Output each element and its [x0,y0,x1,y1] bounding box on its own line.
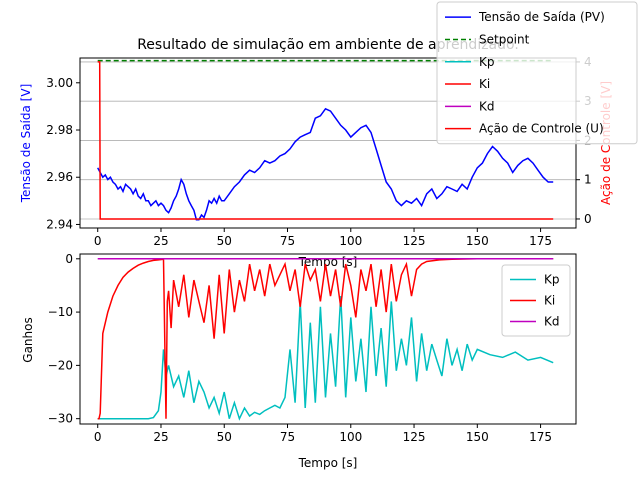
bottom-x-ticks: 0 25 50 75 100 125 150 175 [94,424,552,444]
y-tick-label: 2.94 [46,217,73,231]
legend-label: Ação de Controle (U) [479,122,604,136]
bottom-series [97,258,554,421]
bottom-legend: Kp Ki Kd [501,264,571,337]
x-tick-label: 150 [466,234,489,248]
x-tick-label: 175 [529,234,552,248]
y-tick-label-right: 0 [584,212,592,226]
x-tick-label: 125 [403,430,426,444]
x-tick-label: 150 [466,430,489,444]
y-tick-label: 3.00 [46,76,73,90]
series-line-a-o-de-controle-u- [97,61,554,220]
top-y-ticks: 2.94 2.96 2.98 3.00 [46,76,80,231]
bottom-y-ticks: 0 −10 −20 −30 [48,252,80,426]
x-tick-label: 75 [280,234,295,248]
legend-label: Kd [544,315,560,329]
top-chart-title: Resultado de simulação em ambiente de ap… [137,37,519,53]
y-tick-label: 2.96 [46,170,73,184]
x-tick-label: 75 [280,430,295,444]
y-tick-label: 2.98 [46,123,73,137]
x-tick-label: 100 [339,430,362,444]
legend-box [436,1,638,145]
legend-label: Kp [544,273,560,287]
series-line-tens-o-de-sa-da-pv- [97,107,554,221]
legend-label: Kp [479,55,495,69]
series-line-ki [97,258,554,420]
bottom-axes-frame [79,253,577,425]
x-tick-label: 50 [217,430,232,444]
top-x-ticks: 0 25 50 75 100 125 150 175 [94,228,552,248]
top-legend: Tensão de Saída (PV) Setpoint Kp Ki Kd Ação d… [436,1,638,145]
y-tick-label: −30 [48,412,73,426]
x-tick-label: 175 [529,430,552,444]
x-tick-label: 50 [217,234,232,248]
y-tick-label-right: 1 [584,173,592,187]
bottom-panel: 0 25 50 75 100 125 150 175 0 −10 −20 −30 Tempo [s]… [21,252,577,470]
x-tick-label: 0 [94,430,102,444]
y-tick-label: 0 [65,252,73,266]
bottom-x-axis-label: Tempo [s] [298,456,358,470]
y-tick-label: −10 [48,305,73,319]
y-tick-label: −20 [48,358,73,372]
legend-label: Setpoint [479,32,530,46]
top-y-axis-label: Tensão de Saída [V] [19,84,33,204]
bottom-y-axis-label: Ganhos [21,317,35,362]
series-line-kp [97,296,554,421]
x-tick-label: 25 [153,430,168,444]
x-tick-label: 25 [153,234,168,248]
x-tick-label: 0 [94,234,102,248]
x-tick-label: 125 [403,234,426,248]
legend-label: Kd [479,99,495,113]
legend-label: Ki [544,294,555,308]
legend-label: Ki [479,77,490,91]
x-tick-label: 100 [339,234,362,248]
legend-label: Tensão de Saída (PV) [478,10,605,24]
